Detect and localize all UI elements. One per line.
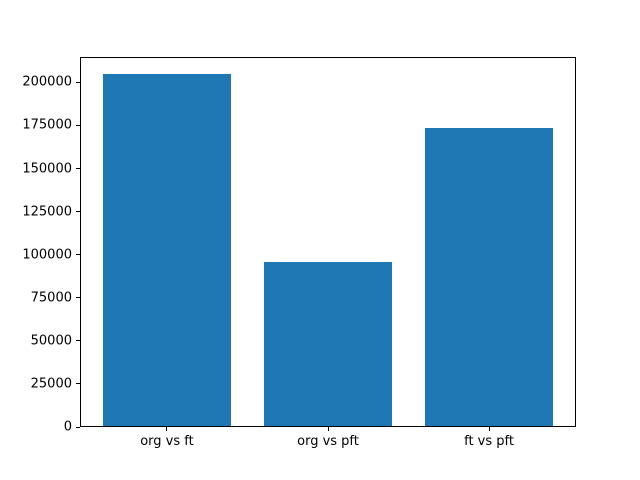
y-tick-mark (76, 297, 80, 299)
y-tick-mark (76, 211, 80, 213)
bar-org-vs-ft (102, 73, 232, 426)
x-tick-label: org vs pft (297, 434, 359, 449)
x-tick-mark (488, 427, 490, 431)
y-tick-label: 150000 (22, 161, 72, 177)
y-tick-mark (76, 254, 80, 256)
x-tick-mark (166, 427, 168, 431)
y-tick-mark (76, 168, 80, 170)
y-tick-label: 0 (63, 419, 72, 435)
y-tick-label: 200000 (22, 74, 72, 90)
x-tick-label: org vs ft (140, 434, 194, 449)
y-tick-mark (76, 383, 80, 385)
y-tick-label: 50000 (30, 333, 72, 349)
y-tick-mark (76, 124, 80, 126)
plot-area (80, 57, 576, 427)
y-tick-label: 75000 (30, 290, 72, 306)
y-tick-label: 125000 (22, 204, 72, 220)
x-tick-label: ft vs pft (464, 434, 514, 449)
x-tick-mark (327, 427, 329, 431)
y-tick-label: 175000 (22, 117, 72, 133)
y-tick-mark (76, 81, 80, 83)
y-tick-label: 100000 (22, 247, 72, 263)
y-tick-mark (76, 340, 80, 342)
bar-ft-vs-pft (424, 127, 554, 426)
bar-org-vs-pft (263, 262, 393, 426)
y-tick-mark (76, 426, 80, 428)
y-tick-label: 25000 (30, 376, 72, 392)
